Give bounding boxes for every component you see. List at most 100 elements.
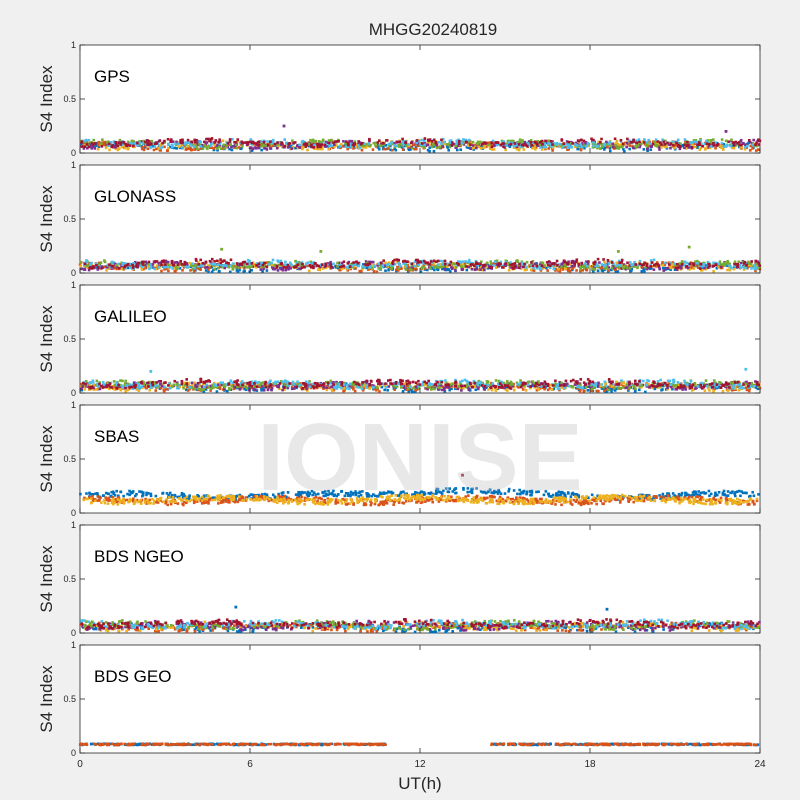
data-point (266, 143, 270, 146)
data-point (232, 262, 235, 265)
data-point (455, 139, 459, 143)
data-point (241, 144, 244, 148)
data-point (422, 259, 426, 263)
data-point (325, 386, 329, 389)
data-point (218, 387, 222, 391)
data-point (120, 143, 124, 147)
data-point (299, 382, 302, 385)
data-point (738, 143, 741, 147)
data-point (379, 144, 382, 148)
data-point (585, 260, 588, 264)
data-point (189, 144, 193, 147)
data-point (548, 386, 552, 390)
data-point (444, 385, 448, 389)
data-point (382, 141, 385, 145)
data-point (714, 261, 718, 265)
data-point (393, 385, 397, 388)
data-point (330, 265, 333, 269)
data-point (434, 141, 438, 145)
data-point (750, 381, 753, 385)
data-point (714, 141, 717, 144)
data-point (87, 138, 91, 142)
data-point (551, 143, 554, 146)
data-point (522, 142, 526, 146)
data-point (672, 144, 675, 147)
data-point (101, 143, 105, 146)
data-point (466, 140, 470, 144)
data-point (213, 267, 217, 271)
data-point (328, 144, 331, 147)
data-point (497, 265, 500, 268)
data-point (532, 269, 536, 272)
data-point (599, 141, 602, 144)
data-point (127, 147, 130, 150)
data-point (734, 387, 737, 390)
data-point (640, 384, 644, 387)
data-point (180, 140, 184, 144)
data-point (602, 265, 606, 268)
data-point (267, 386, 271, 389)
data-point (214, 139, 218, 142)
data-point (566, 143, 569, 146)
data-point (368, 262, 371, 266)
data-point (694, 384, 698, 387)
data-point (181, 385, 185, 388)
data-point (410, 388, 413, 392)
data-point (415, 141, 418, 145)
data-point (608, 146, 612, 150)
data-point (489, 260, 493, 263)
data-point (571, 141, 575, 145)
data-point (163, 139, 166, 143)
data-point (442, 388, 446, 392)
data-point (580, 264, 584, 267)
data-point (576, 147, 579, 151)
data-point (298, 145, 301, 148)
data-point (266, 388, 270, 392)
data-point (754, 386, 758, 389)
data-point (456, 387, 460, 391)
data-point (267, 260, 271, 264)
data-point (466, 146, 470, 149)
data-point (623, 149, 626, 153)
data-point (692, 139, 696, 142)
data-point (403, 259, 407, 263)
data-point (336, 265, 339, 268)
data-point (370, 266, 373, 270)
data-point (698, 265, 702, 268)
data-point (210, 146, 214, 149)
data-point (594, 264, 597, 268)
data-point (583, 264, 587, 267)
data-point (539, 269, 543, 272)
data-point (574, 145, 577, 149)
data-point (602, 385, 605, 389)
data-point (551, 264, 554, 267)
data-point (202, 388, 205, 391)
data-point (390, 142, 394, 145)
data-point (303, 265, 306, 269)
data-point (124, 389, 127, 393)
data-point (405, 388, 408, 391)
data-point (748, 141, 752, 144)
data-point (262, 386, 266, 389)
data-point (169, 264, 173, 267)
data-point (173, 266, 176, 270)
data-point (542, 145, 546, 149)
data-point (705, 383, 709, 387)
data-point (448, 383, 452, 387)
data-point (600, 263, 604, 266)
data-point (449, 139, 453, 142)
data-point (386, 262, 390, 266)
data-point (726, 268, 729, 272)
data-point (696, 143, 699, 147)
data-point (319, 147, 323, 151)
data-point (222, 264, 225, 267)
data-point (327, 264, 331, 268)
data-point (718, 386, 722, 389)
data-point (379, 261, 383, 265)
data-point (346, 145, 349, 149)
data-point (298, 267, 302, 270)
data-point (375, 386, 379, 390)
data-point (675, 141, 678, 145)
data-point (410, 390, 414, 394)
data-point (193, 387, 197, 391)
